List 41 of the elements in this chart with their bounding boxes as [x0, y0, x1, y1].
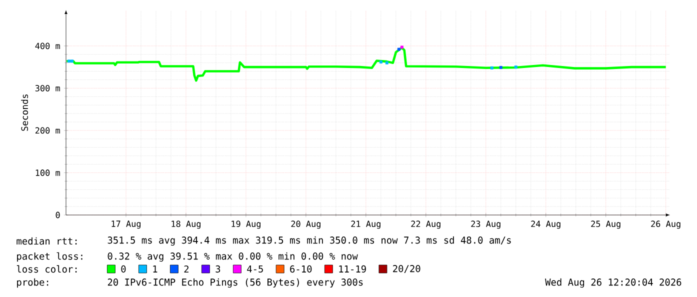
text: probe: — [17, 278, 48, 288]
x-tick-label: 24 Aug — [531, 220, 560, 229]
x-tick-label: 22 Aug — [411, 220, 440, 229]
text: packet loss: — [17, 252, 82, 262]
y-tick-label: 400 m — [35, 42, 60, 50]
y-axis-title: Seconds — [21, 94, 28, 131]
legend-label: 6-10 — [290, 265, 312, 273]
legend-label: 11-19 — [339, 265, 366, 273]
point — [379, 60, 382, 64]
text: 20 IPv6-ICMP Echo Pings (56 Bytes) every 300s — [108, 278, 363, 288]
legend-label: 3 — [216, 265, 220, 273]
point — [68, 60, 70, 63]
x-tick-label: 23 Aug — [471, 220, 500, 229]
point — [70, 60, 74, 63]
text: median rtt: — [16, 237, 77, 245]
point — [499, 66, 502, 69]
x-tick-label: 19 Aug — [232, 220, 260, 229]
y-tick-label: 200 m — [35, 127, 60, 134]
legend-label: 20/20 — [393, 265, 420, 273]
legend-label: 1 — [153, 266, 158, 272]
point — [490, 66, 494, 70]
text: 0.32 % avg 39.51 % max 0.00 % min 0.00 % now — [108, 252, 358, 262]
text: Wed Aug 26 12:20:04 2026 — [545, 278, 682, 288]
legend-label: 0 — [121, 265, 126, 273]
legend-title: loss color: — [16, 265, 77, 273]
x-tick-label: 20 Aug — [291, 220, 320, 229]
point — [400, 46, 404, 49]
y-tick-label: 100 m — [36, 170, 60, 176]
x-tick-label: 18 Aug — [172, 220, 200, 229]
x-tick-label: 21 Aug — [351, 220, 380, 229]
point — [397, 48, 400, 51]
x-tick-label: 26 Aug — [651, 220, 680, 229]
text: 351.5 ms avg 394.4 ms max 319.5 ms min 350.0 ms now 7.3 ms sd 48.0 am/s — [108, 236, 511, 246]
x-tick-label: 17 Aug — [112, 220, 140, 229]
legend-label: 2 — [184, 265, 188, 273]
x-tick-label: 25 Aug — [591, 220, 620, 229]
legend-label: 4-5 — [247, 265, 263, 273]
y-tick-label: 300 m — [35, 84, 60, 92]
point — [385, 61, 388, 64]
y-tick-label: 0 — [56, 212, 60, 218]
point — [514, 66, 518, 69]
